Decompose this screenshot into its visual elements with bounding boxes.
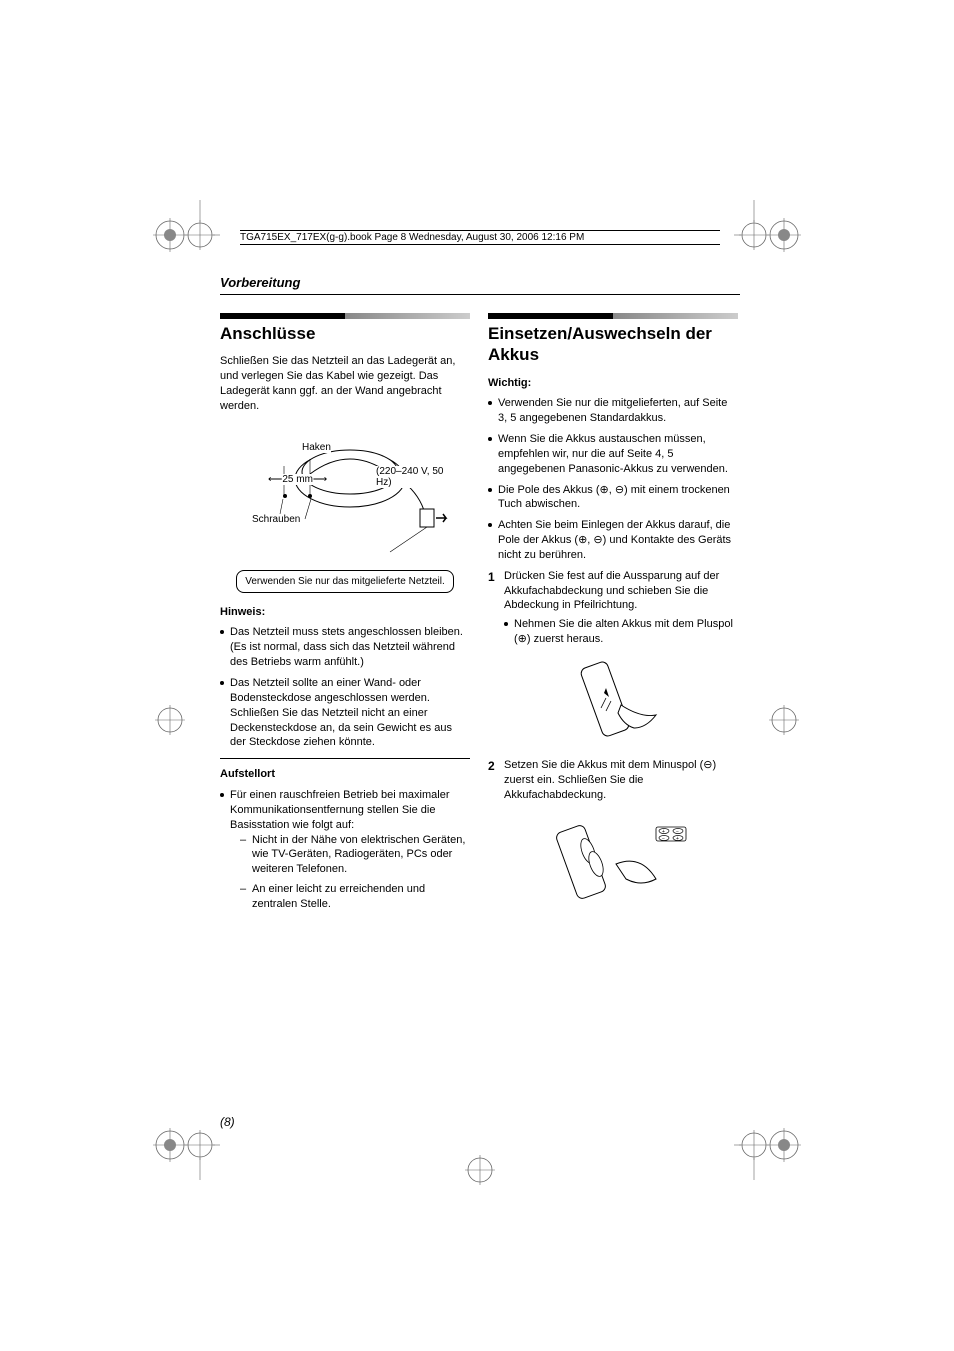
steps-list: Drücken Sie fest auf die Aussparung auf … (488, 569, 738, 904)
step-1: Drücken Sie fest auf die Aussparung auf … (488, 569, 738, 748)
charger-diagram: Haken ⟵25 mm⟶ Schrauben (220–240 V, 50 H… (220, 424, 470, 593)
label-schrauben: Schrauben (252, 514, 300, 525)
page-content: Vorbereitung Anschlüsse Schließen Sie da… (220, 275, 740, 918)
page-number: (8) (220, 1115, 235, 1129)
right-column: Einsetzen/Auswechseln der Akkus Wichtig:… (488, 313, 738, 918)
reg-mark-mid-right (764, 700, 804, 740)
hinweis-item: Das Netzteil sollte an einer Wand- oder … (220, 676, 470, 750)
left-column: Anschlüsse Schließen Sie das Netzteil an… (220, 313, 470, 918)
hinweis-item: Das Netzteil muss stets angeschlossen bl… (220, 625, 470, 670)
reg-mark-top-right (734, 200, 804, 270)
aufstellort-intro: Für einen rauschfreien Betrieb bei maxim… (220, 788, 470, 912)
step-1-sub: Nehmen Sie die alten Akkus mit dem Plusp… (504, 617, 738, 647)
left-intro: Schließen Sie das Netzteil an das Ladege… (220, 354, 470, 413)
aufstellort-label: Aufstellort (220, 767, 470, 782)
reg-mark-bottom-center (460, 1150, 500, 1190)
svg-text:−: − (662, 836, 665, 842)
wichtig-item: Wenn Sie die Akkus austauschen müssen, e… (488, 432, 738, 477)
wichtig-list: Verwenden Sie nur die mitgelieferten, au… (488, 396, 738, 562)
section-bar (220, 313, 470, 319)
aufstellort-item: Nicht in der Nähe von elektrischen Gerät… (240, 833, 470, 878)
step-2-text: Setzen Sie die Akkus mit dem Minuspol (⊖… (504, 759, 716, 801)
wichtig-item: Die Pole des Akkus (⊕, ⊖) mit einem troc… (488, 483, 738, 513)
reg-mark-mid-left (150, 700, 190, 740)
page-header-line: TGA715EX_717EX(g-g).book Page 8 Wednesda… (240, 230, 720, 245)
aufstellort-item: An einer leicht zu erreichenden und zent… (240, 882, 470, 912)
wichtig-label: Wichtig: (488, 376, 738, 391)
wichtig-item: Achten Sie beim Einlegen der Akkus darau… (488, 518, 738, 563)
svg-text:+: + (676, 836, 679, 842)
step-2: Setzen Sie die Akkus mit dem Minuspol (⊖… (488, 758, 738, 904)
hinweis-label: Hinweis: (220, 605, 470, 620)
reg-mark-bottom-right (734, 1110, 804, 1180)
label-haken: Haken (302, 442, 331, 453)
svg-text:−: − (676, 829, 679, 835)
right-title: Einsetzen/Auswechseln der Akkus (488, 323, 738, 366)
callout-netzteil: Verwenden Sie nur das mitgelieferte Netz… (236, 570, 454, 593)
step-1-text: Drücken Sie fest auf die Aussparung auf … (504, 570, 719, 612)
aufstellort-list: Für einen rauschfreien Betrieb bei maxim… (220, 788, 470, 912)
label-25mm: ⟵25 mm⟶ (268, 474, 327, 485)
svg-text:+: + (662, 829, 665, 835)
divider (220, 758, 470, 759)
handset-insert-illustration: + − − + (546, 809, 696, 904)
wichtig-item: Verwenden Sie nur die mitgelieferten, au… (488, 396, 738, 426)
charger-illustration (240, 424, 450, 564)
left-title: Anschlüsse (220, 323, 470, 344)
reg-mark-bottom-left (150, 1110, 220, 1180)
handset-open-illustration (546, 653, 696, 748)
label-volt: (220–240 V, 50 Hz) (376, 466, 446, 488)
hinweis-list: Das Netzteil muss stets angeschlossen bl… (220, 625, 470, 750)
section-bar (488, 313, 738, 319)
reg-mark-top-left (150, 200, 220, 270)
running-header: Vorbereitung (220, 275, 740, 295)
